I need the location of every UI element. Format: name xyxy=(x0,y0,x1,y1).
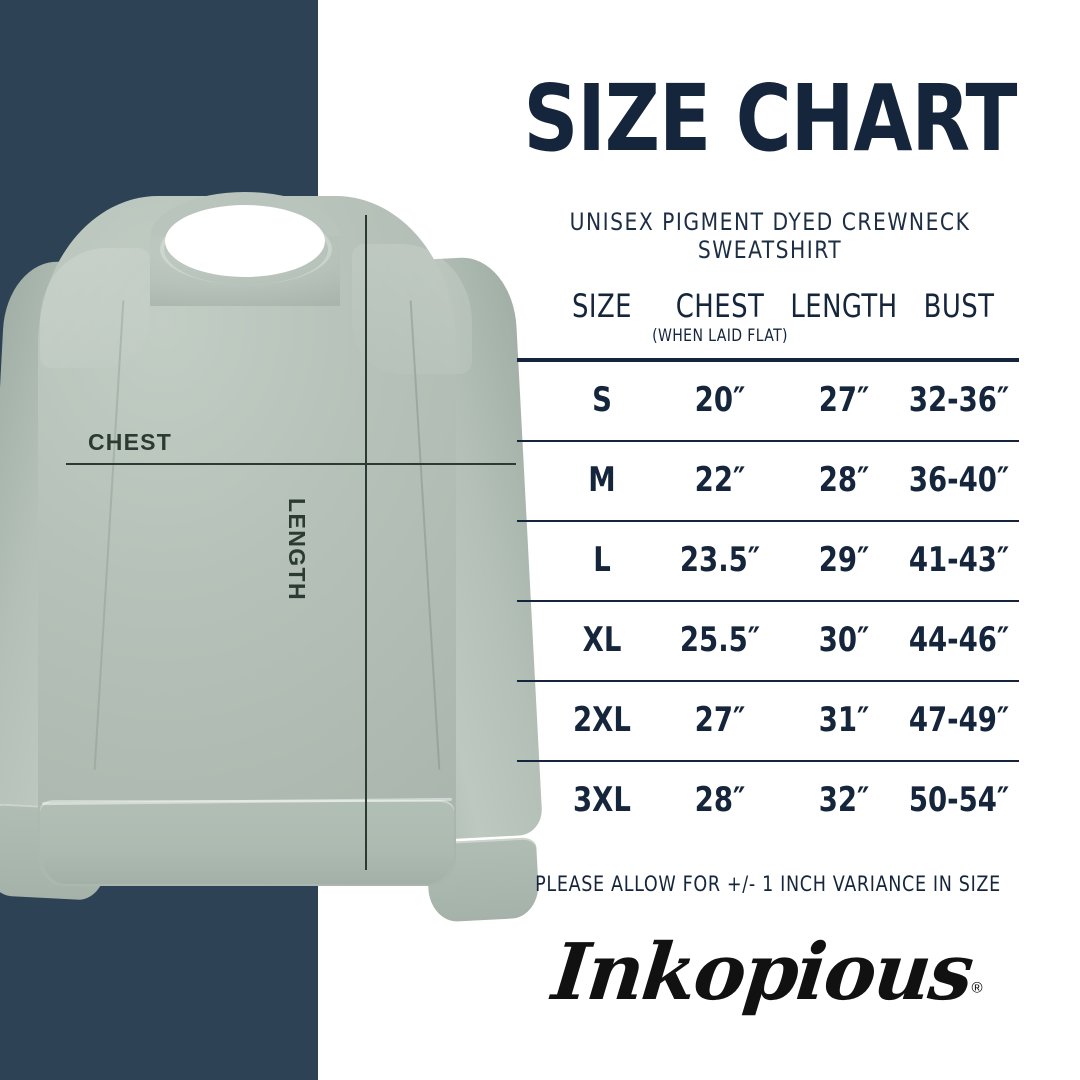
table-row-divider xyxy=(517,520,1019,522)
sweatshirt-hem-band xyxy=(40,800,454,884)
column-header-size: SIZE xyxy=(571,287,632,325)
chest-measure-line xyxy=(66,463,516,465)
brand-logo-wordmark: Inkopious xyxy=(548,927,977,1018)
cell-chest: 28″ xyxy=(694,780,746,820)
cell-chest: 23.5″ xyxy=(679,540,761,580)
cell-bust: 47-49″ xyxy=(908,700,1010,740)
table-row: 3XL 28″ 32″ 50-54″ xyxy=(517,762,1019,840)
column-header-chest: CHEST xyxy=(675,287,765,325)
table-header-divider xyxy=(517,358,1019,362)
length-measure-line xyxy=(365,215,367,870)
cell-length: 32″ xyxy=(818,780,870,820)
cell-bust: 41-43″ xyxy=(908,540,1010,580)
column-header-bust: BUST xyxy=(923,287,995,325)
cell-size: M xyxy=(588,460,616,500)
table-row-divider xyxy=(517,600,1019,602)
cell-bust: 44-46″ xyxy=(908,620,1010,660)
cell-size: L xyxy=(593,540,611,580)
cell-length: 31″ xyxy=(818,700,870,740)
table-row: S 20″ 27″ 32-36″ xyxy=(517,362,1019,440)
sweatshirt-collar-rib xyxy=(160,213,332,285)
chest-measure-label: CHEST xyxy=(88,429,172,455)
table-header-row: SIZE CHEST LENGTH BUST (WHEN LAID FLAT) xyxy=(517,288,1019,358)
cell-bust: 50-54″ xyxy=(908,780,1010,820)
column-header-length: LENGTH xyxy=(790,287,898,325)
table-row: XL 25.5″ 30″ 44-46″ xyxy=(517,602,1019,680)
table-row-divider xyxy=(517,680,1019,682)
registered-trademark-icon: ® xyxy=(971,979,983,997)
page-title: SIZE CHART xyxy=(523,65,1017,172)
table-row-divider xyxy=(517,440,1019,442)
table-row: 2XL 27″ 31″ 47-49″ xyxy=(517,682,1019,760)
cell-length: 27″ xyxy=(818,380,870,420)
table-row-divider xyxy=(517,760,1019,762)
garment-photo: CHEST LENGTH xyxy=(0,192,544,923)
cell-size: 3XL xyxy=(573,780,631,820)
variance-note: PLEASE ALLOW FOR +/- 1 INCH VARIANCE IN … xyxy=(535,872,1001,896)
length-measure-label: LENGTH xyxy=(284,498,310,601)
cell-size: 2XL xyxy=(573,700,631,740)
cell-size: XL xyxy=(582,620,622,660)
size-chart-column: SIZE CHART UNISEX PIGMENT DYED CREWNECK … xyxy=(500,0,1080,1080)
cell-length: 28″ xyxy=(818,460,870,500)
cell-chest: 20″ xyxy=(694,380,746,420)
cell-bust: 36-40″ xyxy=(908,460,1010,500)
cell-size: S xyxy=(592,380,612,420)
table-row: L 23.5″ 29″ 41-43″ xyxy=(517,522,1019,600)
column-header-chest-note: (WHEN LAID FLAT) xyxy=(652,326,788,346)
page-subtitle: UNISEX PIGMENT DYED CREWNECK SWEATSHIRT xyxy=(569,208,971,264)
cell-length: 29″ xyxy=(818,540,870,580)
table-row: M 22″ 28″ 36-40″ xyxy=(517,442,1019,520)
cell-length: 30″ xyxy=(818,620,870,660)
size-table: SIZE CHEST LENGTH BUST (WHEN LAID FLAT) … xyxy=(517,288,1019,840)
brand-logo: Inkopious® xyxy=(517,918,1019,1038)
cell-chest: 27″ xyxy=(694,700,746,740)
cell-chest: 25.5″ xyxy=(679,620,761,660)
sweatshirt-body xyxy=(38,196,456,886)
cell-bust: 32-36″ xyxy=(908,380,1010,420)
cell-chest: 22″ xyxy=(694,460,746,500)
